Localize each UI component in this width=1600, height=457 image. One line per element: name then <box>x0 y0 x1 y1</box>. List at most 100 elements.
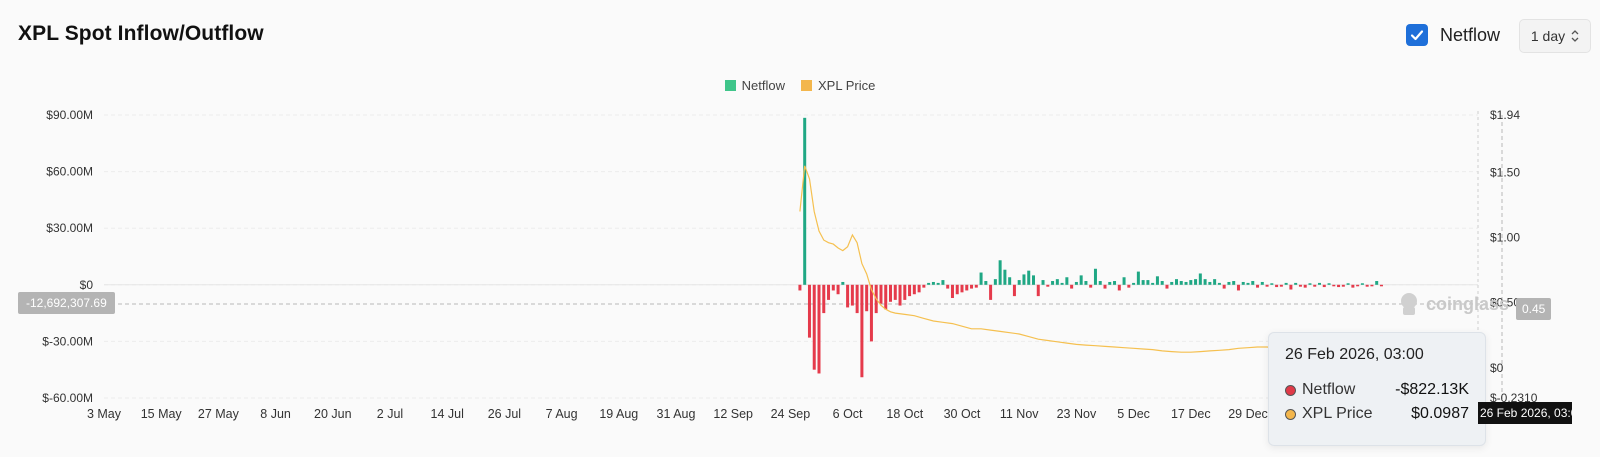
netflow-bar <box>1289 284 1293 290</box>
netflow-bar <box>798 284 802 291</box>
x-tick-label: 24 Sep <box>771 407 811 421</box>
netflow-bar <box>1270 283 1274 285</box>
netflow-bar <box>1370 284 1374 287</box>
x-tick-label: 7 Aug <box>546 407 578 421</box>
y-left-tick-label: $-30.00M <box>42 334 93 348</box>
netflow-bar <box>1108 281 1112 285</box>
x-tick-label: 14 Jul <box>431 407 464 421</box>
netflow-bar <box>1241 281 1245 285</box>
netflow-bar <box>1203 279 1207 285</box>
y-right-tick-label: $-0.2310 <box>1490 391 1538 405</box>
price-line <box>799 165 1385 359</box>
netflow-checkbox-toggle[interactable]: Netflow <box>1406 24 1500 46</box>
period-select[interactable]: 1 day <box>1519 19 1591 53</box>
netflow-bar <box>831 284 835 291</box>
xpl-price-line <box>799 165 1382 356</box>
tooltip-dot-netflow <box>1285 384 1296 396</box>
netflow-bar <box>1236 284 1240 291</box>
netflow-bar <box>1012 284 1016 297</box>
netflow-bar <box>912 284 916 295</box>
y-left-tick-label: $60.00M <box>46 165 93 179</box>
netflow-bar <box>1070 284 1074 289</box>
netflow-bar <box>1179 281 1183 285</box>
netflow-bar <box>1246 282 1250 285</box>
x-tick-label: 29 Dec <box>1228 407 1268 421</box>
x-tick-label: 27 May <box>198 407 240 421</box>
netflow-bar <box>1155 276 1159 285</box>
netflow-bar <box>1222 284 1226 289</box>
netflow-bars <box>798 117 1383 378</box>
netflow-bar <box>1060 282 1064 285</box>
netflow-bar <box>807 284 811 338</box>
crosshair-y-label: -12,692,307.69 <box>18 292 115 314</box>
legend-item-netflow[interactable]: Netflow <box>724 78 786 93</box>
netflow-bar <box>950 284 954 299</box>
netflow-bar <box>836 284 840 295</box>
tooltip-name-netflow: Netflow <box>1302 381 1356 398</box>
netflow-bar <box>927 282 931 285</box>
legend-swatch-xpl-price <box>801 80 813 91</box>
y-axis-right: $1.94 $1.50 $1.00 $0.50 $0 $-0.2310 <box>1477 108 1538 405</box>
netflow-bar <box>1198 273 1202 285</box>
netflow-bar <box>984 281 988 285</box>
legend-label-xpl-price: XPL Price <box>818 78 876 93</box>
netflow-bar <box>827 284 831 300</box>
x-tick-label: 31 Aug <box>657 407 696 421</box>
netflow-bar <box>1341 284 1345 287</box>
chart-legend: Netflow XPL Price <box>0 78 1600 93</box>
netflow-bar <box>1046 284 1050 287</box>
legend-item-xpl-price[interactable]: XPL Price <box>801 78 875 93</box>
netflow-bar <box>1208 281 1212 285</box>
netflow-bar <box>1008 277 1012 285</box>
x-axis: 3 May 15 May 27 May 8 Jun 20 Jun 2 Jul 14 Jul 2… <box>87 407 1268 421</box>
x-tick-label: 17 Dec <box>1171 407 1211 421</box>
netflow-bar <box>1284 282 1288 285</box>
crosshair-right-label: 0.45 <box>1516 298 1552 320</box>
netflow-bar <box>817 284 821 374</box>
tooltip-value-xpl-price: $0.0987 <box>1411 405 1469 422</box>
netflow-bar <box>812 284 816 370</box>
x-tick-label: 18 Oct <box>886 407 923 421</box>
netflow-bar <box>1275 284 1279 288</box>
netflow-bar <box>936 282 940 285</box>
netflow-bar <box>1279 284 1283 287</box>
netflow-bar <box>1098 281 1102 285</box>
crosshair-lines <box>104 115 1503 404</box>
netflow-bar <box>1160 281 1164 285</box>
netflow-bar <box>1365 284 1369 287</box>
netflow-bar <box>922 284 926 288</box>
netflow-bar <box>1260 281 1264 285</box>
netflow-bar <box>803 117 807 285</box>
netflow-bar <box>1079 275 1083 285</box>
netflow-bar <box>1194 279 1198 285</box>
x-tick-label: 26 Jul <box>488 407 521 421</box>
chart-tooltip: 26 Feb 2026, 03:00 Netflow -$822.13K XPL… <box>1268 332 1486 446</box>
legend-label-netflow: Netflow <box>741 78 786 93</box>
netflow-bar <box>1189 280 1193 285</box>
netflow-bar <box>1089 284 1093 288</box>
netflow-bar <box>1303 284 1307 288</box>
netflow-bar <box>1337 284 1341 288</box>
netflow-bar <box>1017 280 1021 285</box>
netflow-bar <box>1074 281 1078 285</box>
netflow-bar <box>1141 280 1145 285</box>
netflow-bar <box>1251 281 1255 285</box>
netflow-bar <box>1132 282 1136 285</box>
x-tick-label: 5 Dec <box>1117 407 1150 421</box>
x-tick-label: 19 Aug <box>599 407 638 421</box>
checkbox-checked-icon[interactable] <box>1406 24 1428 46</box>
netflow-bar <box>1170 281 1174 285</box>
x-tick-label: 12 Sep <box>713 407 753 421</box>
netflow-bar <box>931 281 935 285</box>
netflow-bar <box>908 284 912 297</box>
netflow-bar <box>884 284 888 310</box>
netflow-bar <box>1217 282 1221 285</box>
netflow-bar <box>1022 274 1026 285</box>
x-tick-label: 2 Jul <box>377 407 403 421</box>
netflow-bar <box>1184 281 1188 285</box>
netflow-bar <box>1327 283 1331 285</box>
netflow-bar <box>1232 281 1236 285</box>
netflow-bar <box>1136 271 1140 285</box>
y-right-tick-label: $0 <box>1490 361 1504 375</box>
